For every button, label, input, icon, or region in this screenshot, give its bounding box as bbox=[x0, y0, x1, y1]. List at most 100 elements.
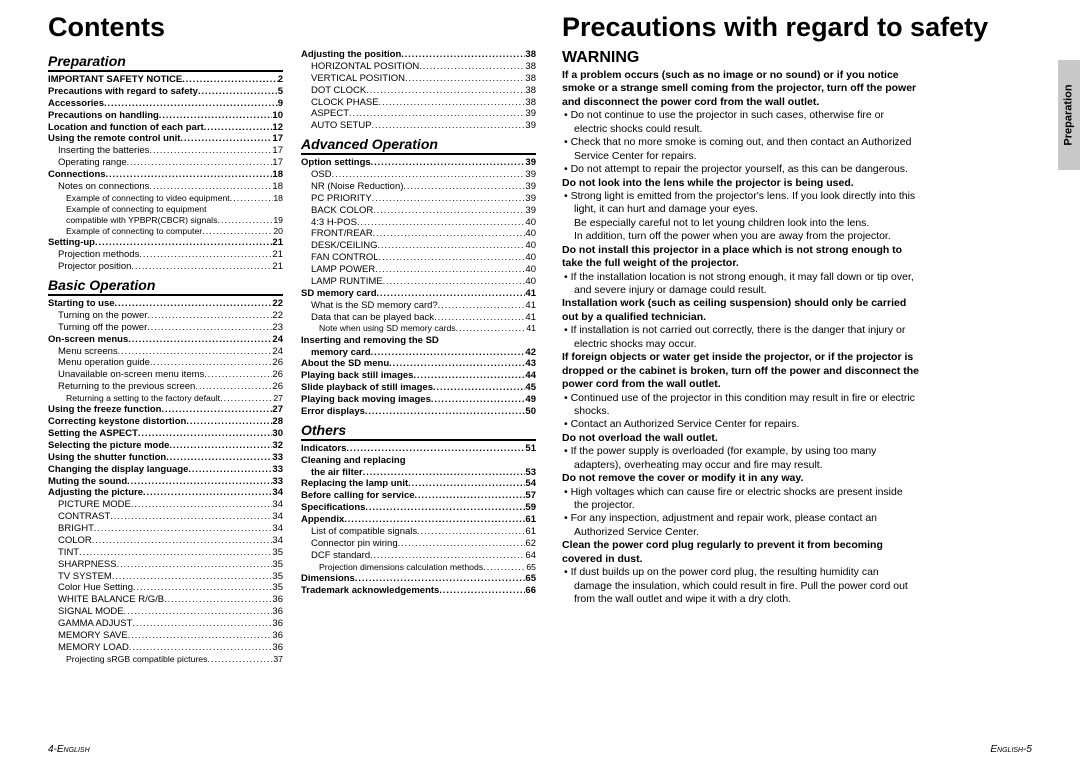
warning-line: adapters), overheating may occur and fir… bbox=[562, 459, 1032, 472]
toc-page: 17 bbox=[272, 157, 283, 169]
toc-row: Playing back moving images49 bbox=[301, 394, 536, 406]
toc-dots bbox=[95, 237, 272, 248]
toc-dots bbox=[127, 476, 272, 487]
toc-row: DOT CLOCK38 bbox=[301, 85, 536, 97]
toc-page: 21 bbox=[272, 261, 283, 273]
toc-label: About the SD menu bbox=[301, 358, 389, 370]
toc-page: 40 bbox=[525, 240, 536, 252]
toc-label: Appendix bbox=[301, 514, 344, 526]
warning-line: If dust builds up on the power cord plug… bbox=[562, 566, 1032, 579]
toc-row: Option settings39 bbox=[301, 157, 536, 169]
toc-row: Dimensions65 bbox=[301, 573, 536, 585]
toc-label: Specifications bbox=[301, 502, 365, 514]
toc-dots bbox=[349, 108, 525, 119]
toc-dots bbox=[370, 550, 525, 561]
toc-row: WHITE BALANCE R/G/B36 bbox=[48, 594, 283, 606]
toc-page: 24 bbox=[272, 346, 283, 358]
toc-page: 28 bbox=[272, 416, 283, 428]
toc-dots bbox=[357, 217, 525, 228]
toc-page: 27 bbox=[272, 404, 283, 416]
toc-row: BRIGHT34 bbox=[48, 523, 283, 535]
toc-label: Inserting the batteries bbox=[58, 145, 149, 157]
toc-dots bbox=[164, 594, 272, 605]
toc-dots bbox=[198, 86, 278, 97]
toc-row: Cleaning and replacing bbox=[301, 455, 536, 467]
toc-label: LAMP POWER bbox=[311, 264, 375, 276]
toc-dots bbox=[363, 467, 526, 478]
toc-row: On-screen menus24 bbox=[48, 334, 283, 346]
toc-page: 34 bbox=[272, 499, 283, 511]
warning-line: Do not overload the wall outlet. bbox=[562, 432, 1032, 445]
toc-dots bbox=[438, 300, 526, 311]
toc-row: Precautions on handling10 bbox=[48, 110, 283, 122]
toc-label: FAN CONTROL bbox=[311, 252, 379, 264]
toc-dots bbox=[129, 642, 273, 653]
toc-page: 39 bbox=[525, 205, 536, 217]
toc-page: 39 bbox=[525, 108, 536, 120]
toc-row: Projection dimensions calculation method… bbox=[301, 562, 536, 573]
toc-row: SD memory card41 bbox=[301, 288, 536, 300]
toc-dots bbox=[147, 310, 272, 321]
toc-row: HORIZONTAL POSITION38 bbox=[301, 61, 536, 73]
toc-dots bbox=[138, 428, 273, 439]
toc-dots bbox=[378, 240, 526, 251]
toc-label: OSD bbox=[311, 169, 332, 181]
toc-row: MEMORY LOAD36 bbox=[48, 642, 283, 654]
toc-dots bbox=[147, 322, 272, 333]
toc-row: ASPECT39 bbox=[301, 108, 536, 120]
toc-page: 22 bbox=[272, 298, 283, 310]
toc-page: 18 bbox=[272, 181, 283, 193]
toc-row: Turning off the power23 bbox=[48, 322, 283, 334]
toc-label: MEMORY SAVE bbox=[58, 630, 128, 642]
warning-line: damage the insulation, which could resul… bbox=[562, 580, 1032, 593]
toc-page: 18 bbox=[272, 169, 283, 181]
warning-line: covered in dust. bbox=[562, 553, 1032, 566]
toc-label: Using the remote control unit bbox=[48, 133, 180, 145]
toc-page: 65 bbox=[526, 562, 536, 573]
toc-row: Error displays50 bbox=[301, 406, 536, 418]
toc-dots bbox=[127, 157, 273, 168]
toc-row: Turning on the power22 bbox=[48, 310, 283, 322]
toc-page: 21 bbox=[272, 249, 283, 261]
toc-row: Adjusting the position38 bbox=[301, 49, 536, 61]
toc-label: VERTICAL POSITION bbox=[311, 73, 405, 85]
toc-dots bbox=[202, 226, 273, 237]
toc-label: PC PRIORITY bbox=[311, 193, 372, 205]
toc-row: Appendix61 bbox=[301, 514, 536, 526]
toc-page: 17 bbox=[272, 145, 283, 157]
toc-label: Projection methods bbox=[58, 249, 139, 261]
toc-label: CONTRAST bbox=[58, 511, 110, 523]
toc-label: Projection dimensions calculation method… bbox=[319, 562, 483, 573]
toc-page: 5 bbox=[278, 86, 283, 98]
toc-page: 39 bbox=[525, 169, 536, 181]
toc-page: 36 bbox=[272, 618, 283, 630]
toc-label: NR (Noise Reduction) bbox=[311, 181, 403, 193]
toc-dots bbox=[106, 169, 273, 180]
warning-line: Do not look into the lens while the proj… bbox=[562, 177, 1032, 190]
toc-label: Setting the ASPECT bbox=[48, 428, 138, 440]
toc-page: 40 bbox=[525, 264, 536, 276]
toc-page: 38 bbox=[525, 49, 536, 61]
toc-dots bbox=[132, 618, 272, 629]
toc-label: TV SYSTEM bbox=[58, 571, 112, 583]
toc-row: Operating range17 bbox=[48, 157, 283, 169]
toc-dots bbox=[434, 312, 525, 323]
toc-column-left: PreparationIMPORTANT SAFETY NOTICE2Preca… bbox=[48, 49, 283, 665]
left-page: Contents PreparationIMPORTANT SAFETY NOT… bbox=[0, 0, 540, 763]
toc-row: Correcting keystone distortion28 bbox=[48, 416, 283, 428]
warning-line: If installation is not carried out corre… bbox=[562, 324, 1032, 337]
toc-row: Specifications59 bbox=[301, 502, 536, 514]
toc-dots bbox=[112, 571, 273, 582]
toc-dots bbox=[332, 169, 526, 180]
toc-label: Option settings bbox=[301, 157, 371, 169]
toc-page: 39 bbox=[525, 120, 536, 132]
warning-line: Do not continue to use the projector in … bbox=[562, 109, 1032, 122]
toc-row: Using the freeze function27 bbox=[48, 404, 283, 416]
toc-page: 62 bbox=[525, 538, 536, 550]
toc-row: CLOCK PHASE38 bbox=[301, 97, 536, 109]
side-tab-preparation: Preparation bbox=[1058, 60, 1080, 170]
toc-label: Slide playback of still images bbox=[301, 382, 433, 394]
toc-label: Notes on connections bbox=[58, 181, 149, 193]
toc-dots bbox=[379, 97, 526, 108]
toc-label: SHARPNESS bbox=[58, 559, 117, 571]
